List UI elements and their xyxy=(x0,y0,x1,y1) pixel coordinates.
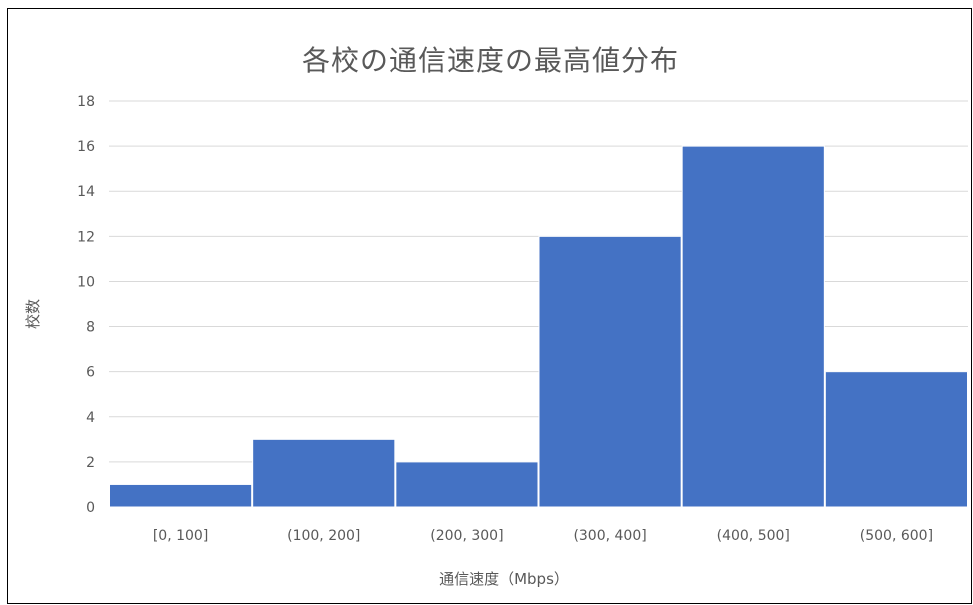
x-tick-label: [0, 100] xyxy=(153,528,208,544)
y-tick-label: 10 xyxy=(77,274,95,290)
bar-2 xyxy=(395,461,539,508)
bar-0 xyxy=(109,483,253,508)
x-tick-labels: [0, 100] (100, 200] (200, 300] (300, 400] (4… xyxy=(153,528,933,544)
x-tick-label: (100, 200] xyxy=(287,528,360,544)
y-tick-label: 12 xyxy=(77,229,95,245)
bars xyxy=(109,145,968,508)
y-tick-label: 18 xyxy=(77,94,95,110)
y-axis-title: 校数 xyxy=(24,299,42,329)
y-tick-label: 2 xyxy=(86,455,95,471)
y-tick-label: 16 xyxy=(77,139,95,155)
chart-svg: 0 2 4 6 8 10 12 14 16 18 [0, 100] (100, 200] (200, … xyxy=(24,94,968,588)
x-tick-label: (500, 600] xyxy=(860,528,933,544)
bar-4 xyxy=(681,145,825,508)
y-tick-label: 4 xyxy=(86,410,95,426)
chart-frame: 各校の通信速度の最高値分布 0 2 4 6 8 10 12 14 16 18 [0, 100] (1… xyxy=(7,8,972,604)
bar-1 xyxy=(252,438,396,508)
x-axis-title: 通信速度（Mbps） xyxy=(439,570,569,588)
y-tick-label: 6 xyxy=(86,365,95,381)
y-tick-label: 8 xyxy=(86,320,95,336)
chart-title: 各校の通信速度の最高値分布 xyxy=(301,44,679,77)
y-tick-labels: 0 2 4 6 8 10 12 14 16 18 xyxy=(77,94,95,516)
x-tick-label: (200, 300] xyxy=(430,528,503,544)
y-tick-label: 0 xyxy=(86,500,95,516)
bar-5 xyxy=(824,371,968,508)
x-tick-label: (300, 400] xyxy=(573,528,646,544)
bar-3 xyxy=(538,235,682,508)
y-tick-label: 14 xyxy=(77,184,95,200)
x-tick-label: (400, 500] xyxy=(717,528,790,544)
